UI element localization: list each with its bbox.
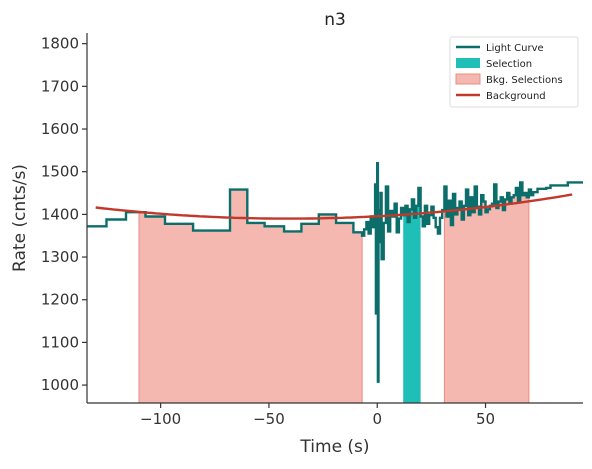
legend-swatch-patch (456, 58, 480, 68)
axes: −100 −50 0 50 1000 1100 1200 1300 1400 1500 1600 17… (41, 33, 583, 428)
legend-label: Bkg. Selections (486, 75, 563, 86)
legend-label: Light Curve (486, 43, 544, 54)
x-tick-label: −50 (253, 410, 285, 428)
chart-title: n3 (324, 10, 346, 30)
y-tick-label: 1400 (41, 205, 79, 223)
x-axis-label: Time (s) (299, 437, 369, 457)
y-tick-label: 1500 (41, 163, 79, 181)
y-tick-label: 1700 (41, 77, 79, 95)
x-tick-label: 50 (476, 410, 495, 428)
legend-swatch-patch (455, 73, 481, 85)
y-tick-label: 1200 (41, 291, 79, 309)
background-model-line (95, 193, 573, 220)
y-tick-label: 1800 (41, 35, 79, 53)
plot-area (87, 162, 583, 404)
source-selection-region (403, 187, 421, 403)
bkg-selection-region (138, 189, 363, 404)
y-tick-label: 1600 (41, 120, 79, 138)
legend-label: Background (486, 91, 546, 102)
x-tick-label: 0 (372, 410, 382, 428)
light-curve-line (87, 162, 583, 383)
y-tick-label: 1300 (41, 248, 79, 266)
y-tick-label: 1000 (41, 376, 79, 394)
legend-label: Selection (486, 59, 532, 70)
x-tick-label: −100 (140, 410, 181, 428)
legend-box (449, 36, 579, 108)
y-tick-label: 1100 (41, 333, 79, 351)
y-axis-label: Rate (cnts/s) (10, 164, 30, 272)
legend: Light Curve Selection Bkg. Selections Backg… (449, 36, 579, 108)
